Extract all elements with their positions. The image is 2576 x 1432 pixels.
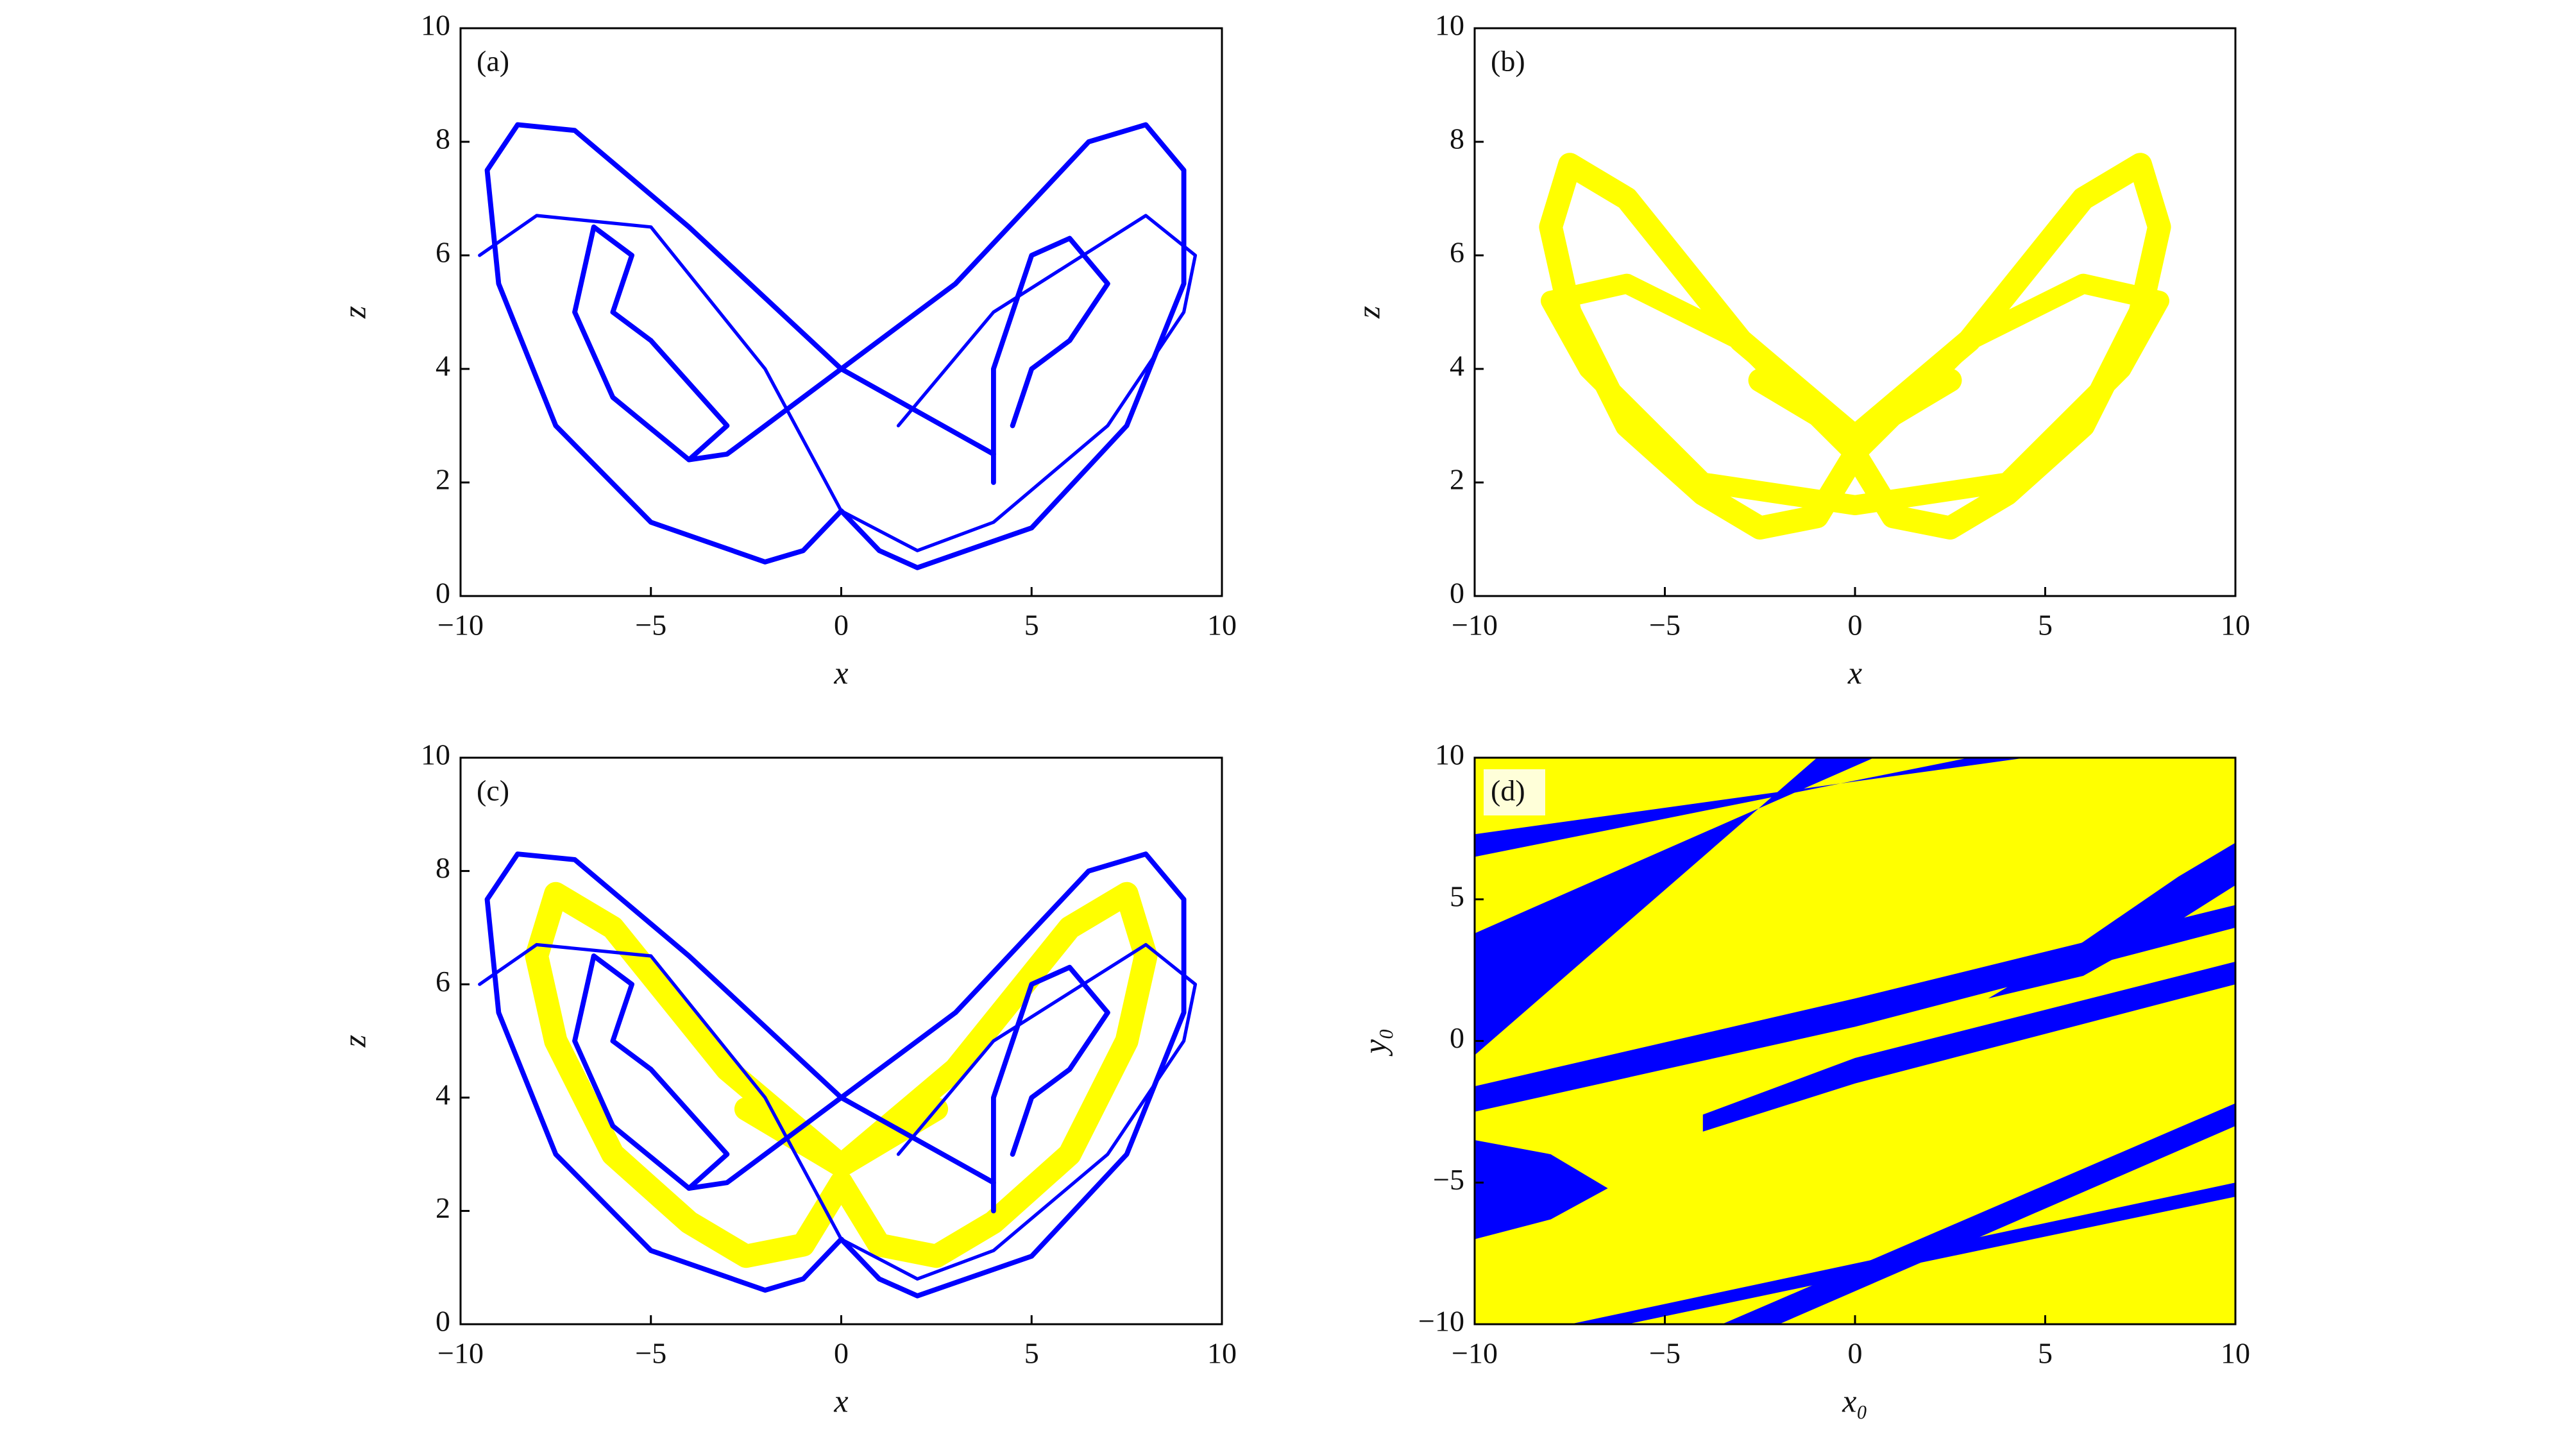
y-tick-label: 10 [1435, 9, 1464, 42]
basin-region [1702, 961, 2235, 1132]
x-tick-label: 0 [1848, 609, 1863, 642]
x-axis-label: x [833, 654, 848, 690]
trajectory [478, 214, 1198, 552]
y-axis-label: z [336, 1035, 372, 1048]
x-tick-label: 10 [2221, 609, 2250, 642]
y-tick-label: 5 [1450, 880, 1464, 912]
trajectory [1541, 273, 2169, 515]
trajectory [686, 851, 1187, 1299]
basin-region [1988, 842, 2235, 999]
trajectory [484, 122, 996, 565]
x-tick-label: −5 [635, 609, 666, 642]
panel-label-box [1484, 769, 1545, 815]
y-tick-label: 2 [436, 463, 450, 496]
x-tick-label: 10 [2221, 1337, 2250, 1370]
y-tick-label: 0 [1450, 1021, 1464, 1054]
y-tick-label: 6 [436, 236, 450, 269]
y-tick-label: 4 [436, 350, 450, 382]
y-tick-label: 8 [1450, 123, 1464, 155]
panel-label: (b) [1491, 45, 1525, 78]
x-tick-label: −10 [1452, 1337, 1498, 1370]
y-tick-label: 8 [436, 123, 450, 155]
y-tick-label: −10 [1418, 1305, 1464, 1338]
x-tick-label: 0 [834, 609, 849, 642]
y-tick-label: 10 [421, 9, 450, 42]
x-tick-label: 0 [1848, 1337, 1863, 1370]
basin-region [1475, 905, 2235, 1112]
panel-label: (d) [1491, 774, 1525, 807]
x-axis-label: x [1847, 654, 1862, 690]
x-axis-label: x [833, 1383, 848, 1419]
x-tick-label: −5 [1649, 609, 1681, 642]
y-tick-label: 0 [436, 1305, 450, 1338]
x-tick-label: 5 [1024, 1337, 1039, 1370]
y-tick-label: 4 [1450, 350, 1464, 382]
y-tick-label: 10 [421, 738, 450, 771]
panel-label: (c) [477, 774, 509, 807]
x-tick-label: 5 [1024, 609, 1039, 642]
y-tick-label: 0 [1450, 577, 1464, 609]
x-tick-label: −10 [1452, 609, 1498, 642]
y-axis-label: y₀ [1357, 1028, 1393, 1057]
basin-region [1475, 1140, 1608, 1240]
trajectory [686, 122, 1187, 570]
x-tick-label: −10 [437, 1337, 484, 1370]
panel: −10 −5 0 5 10 0 2 4 6 8 10 x z (a) [336, 9, 1237, 691]
trajectory [572, 953, 730, 1191]
basin-background [1475, 758, 2235, 1324]
y-tick-label: 0 [436, 577, 450, 609]
panel: −10 −5 0 5 10 0 2 4 6 8 10 x z (b) [1350, 9, 2250, 691]
panel: −10 −5 0 5 10 0 2 4 6 8 10 x z (c) [336, 738, 1237, 1419]
trajectory [572, 224, 730, 463]
trajectory [478, 942, 1198, 1281]
trajectory [484, 851, 996, 1293]
y-axis-label: z [1350, 306, 1386, 319]
y-tick-label: 6 [436, 965, 450, 998]
y-tick-label: 2 [436, 1191, 450, 1224]
y-tick-label: 4 [436, 1078, 450, 1111]
plot-area [478, 851, 1198, 1299]
basin-region [1570, 1182, 2235, 1324]
basin-region [1722, 1103, 2235, 1324]
panel: −10 −5 0 5 10 −10 −5 0 5 10 x₀ y₀ (d) [1357, 738, 2250, 1419]
trajectory [734, 882, 1158, 1268]
trajectory [991, 964, 1110, 1214]
x-axis-label: x₀ [1842, 1383, 1868, 1419]
x-tick-label: 5 [2038, 1337, 2053, 1370]
y-tick-label: 10 [1435, 738, 1464, 771]
x-tick-label: −5 [635, 1337, 666, 1370]
x-tick-label: 0 [834, 1337, 849, 1370]
plot-area [1475, 758, 2235, 1324]
y-tick-label: −5 [1433, 1163, 1464, 1196]
y-tick-label: 8 [436, 851, 450, 884]
plot-area [1539, 153, 2171, 540]
x-tick-label: 10 [1207, 1337, 1237, 1370]
y-tick-label: 6 [1450, 236, 1464, 269]
x-tick-label: −10 [437, 609, 484, 642]
y-axis-label: z [336, 306, 372, 319]
y-tick-label: 2 [1450, 463, 1464, 496]
basin-region [1475, 758, 1874, 1055]
panel-label: (a) [477, 45, 509, 78]
x-tick-label: −5 [1649, 1337, 1681, 1370]
trajectory [525, 882, 949, 1268]
x-tick-label: 10 [1207, 609, 1237, 642]
x-tick-label: 5 [2038, 609, 2053, 642]
plot-area [478, 122, 1198, 570]
trajectory [991, 235, 1110, 485]
